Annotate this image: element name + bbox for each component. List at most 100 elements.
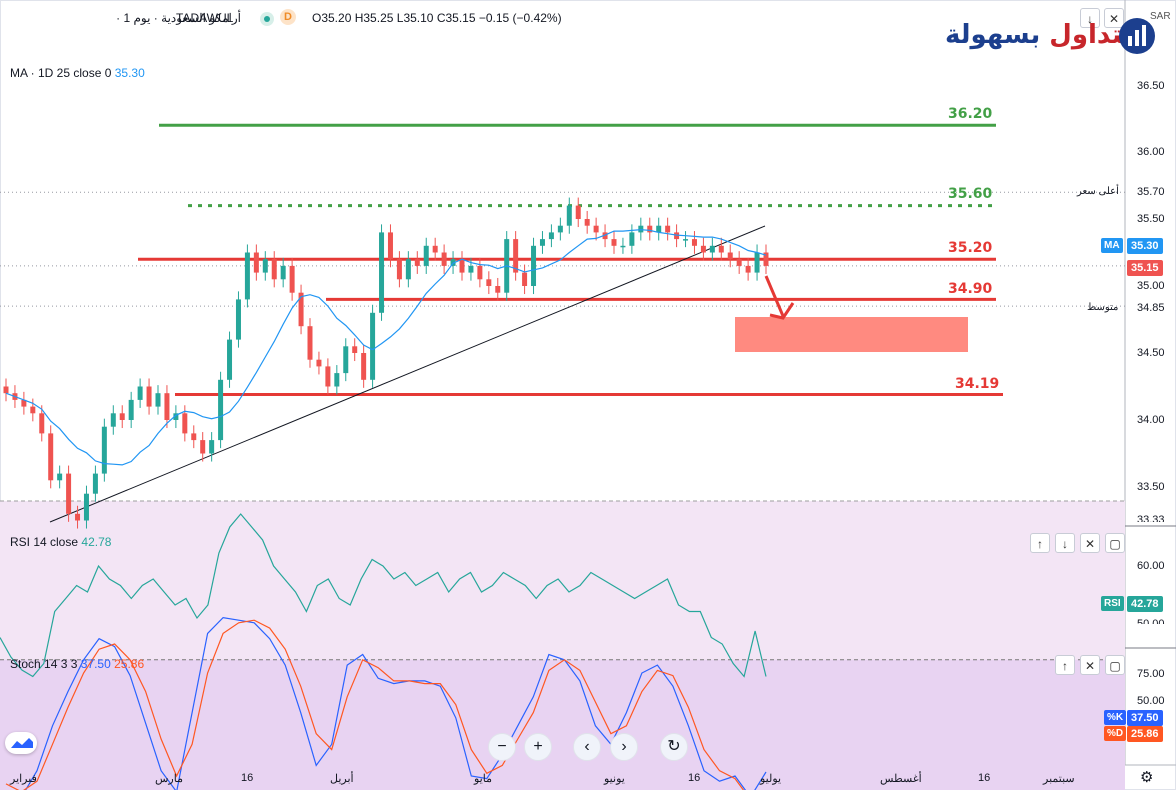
reset-chart-button[interactable]: ↻: [660, 733, 688, 761]
candle-body: [557, 225, 563, 233]
candle-body: [611, 239, 617, 246]
price-tick: 33.50: [1137, 481, 1165, 493]
brand-logo: التداول بسهولة: [945, 14, 1160, 58]
price-tick: 35.50: [1137, 213, 1165, 225]
candle-body: [477, 265, 483, 280]
avg-price-value: 34.85: [1137, 302, 1165, 314]
symbol-name: أرامكو السعودية: [161, 11, 241, 25]
candle-body: [387, 232, 393, 260]
stoch-k-legend-value: 37.50: [80, 657, 111, 671]
rsi-legend-value: 42.78: [81, 535, 112, 549]
maximize-icon[interactable]: ▢: [1105, 533, 1125, 553]
candle-body: [146, 386, 152, 407]
candle-body: [674, 232, 680, 240]
stoch-legend[interactable]: Stoch 14 3 3 37.50 25.86: [10, 658, 144, 670]
ma-legend-value: 35.30: [114, 66, 145, 80]
scroll-back-button[interactable]: ‹: [573, 733, 601, 761]
rsi-legend[interactable]: RSI 14 close 42.78: [10, 536, 111, 548]
close-icon[interactable]: ✕: [1080, 655, 1100, 675]
candle-body: [39, 413, 45, 434]
rsi-line: [0, 513, 767, 678]
scroll-forward-button[interactable]: ›: [610, 733, 638, 761]
stoch-d-axis-value: 25.86: [1127, 726, 1163, 742]
candle-body: [548, 232, 554, 240]
legend-sep: ·: [116, 11, 121, 25]
time-tick: يوليو: [760, 773, 782, 785]
candle-body: [3, 386, 9, 394]
stoch-d-line: [5, 619, 745, 790]
candle-body: [173, 413, 179, 420]
ma-legend[interactable]: MA · 1D 25 close 0 35.30: [10, 67, 145, 79]
candle-body: [370, 312, 376, 380]
candle-body: [745, 265, 751, 273]
price-tick-cut: 33.33: [1137, 514, 1165, 522]
close-icon[interactable]: ✕: [1104, 8, 1124, 28]
settings-gear-icon[interactable]: ⚙: [1140, 769, 1154, 786]
candle-body: [75, 513, 81, 521]
close-icon[interactable]: ✕: [1080, 533, 1100, 553]
candle-body: [691, 239, 697, 246]
time-tick: 16: [241, 772, 254, 784]
candle-body: [459, 259, 465, 273]
move-up-icon[interactable]: ↑: [1030, 533, 1050, 553]
ohlc-legend: O35.20 H35.25 L35.10 C35.15 −0.15 (−0.42…: [312, 12, 562, 24]
candle-body: [414, 259, 420, 266]
candle-body: [754, 252, 760, 273]
price-tick: 36.50: [1137, 80, 1165, 92]
high-price-label: أعلى سعر: [1077, 186, 1119, 197]
rsi-axis-value: 42.78: [1127, 596, 1163, 612]
move-up-icon[interactable]: ↑: [1055, 655, 1075, 675]
zoom-out-button[interactable]: −: [488, 733, 516, 761]
down-arrow-head: [769, 302, 795, 320]
candle-body: [128, 399, 134, 420]
candle-body: [262, 259, 268, 273]
move-down-icon[interactable]: ↓: [1080, 8, 1100, 28]
ohlc-low: L35.10: [396, 11, 434, 25]
candle-body: [441, 252, 447, 266]
ohlc-high: H35.25: [354, 11, 394, 25]
candle-body: [244, 252, 250, 300]
candle-body: [334, 373, 340, 387]
price-tick: 36.00: [1137, 146, 1165, 158]
candle-body: [119, 413, 125, 420]
move-down-icon[interactable]: ↓: [1055, 533, 1075, 553]
candle-body: [101, 426, 107, 474]
avg-price-label: متوسط: [1087, 302, 1119, 313]
level-label-34-19: 34.19: [955, 376, 1000, 392]
candle-body: [325, 366, 331, 387]
candle-body: [396, 259, 402, 280]
candle-body: [468, 265, 474, 273]
last-price-tag: 35.15: [1127, 260, 1163, 276]
candle-body: [566, 205, 572, 226]
currency-unit: SAR: [1150, 11, 1171, 22]
candle-body: [584, 219, 590, 226]
candle-body: [709, 245, 715, 253]
tradingview-logo-icon[interactable]: [5, 732, 37, 754]
stoch-d-legend-value: 25.86: [114, 657, 145, 671]
candle-body: [83, 493, 89, 521]
candle-body: [48, 433, 54, 481]
candle-body: [92, 473, 98, 494]
candle-body: [352, 346, 358, 353]
price-tick: 34.50: [1137, 347, 1165, 359]
candle-body: [539, 239, 545, 246]
candle-body: [30, 406, 36, 414]
exchange-label: TADAWUL: [176, 11, 234, 25]
time-tick: أغسطس: [880, 773, 922, 785]
rsi-label: RSI 14 close: [10, 535, 79, 549]
candle-body: [307, 326, 313, 360]
time-tick: سبتمبر: [1043, 773, 1075, 785]
stoch-k-axis-value: 37.50: [1127, 710, 1163, 726]
candle-body: [718, 245, 724, 253]
candle-body: [191, 433, 197, 441]
candle-body: [450, 259, 456, 266]
high-price-value: 35.70: [1137, 186, 1165, 198]
candle-body: [763, 252, 769, 266]
zoom-in-button[interactable]: +: [524, 733, 552, 761]
candle-body: [316, 359, 322, 367]
candle-body: [218, 379, 224, 441]
candle-body: [298, 292, 304, 327]
candle-body: [495, 286, 501, 293]
maximize-icon[interactable]: ▢: [1105, 655, 1125, 675]
